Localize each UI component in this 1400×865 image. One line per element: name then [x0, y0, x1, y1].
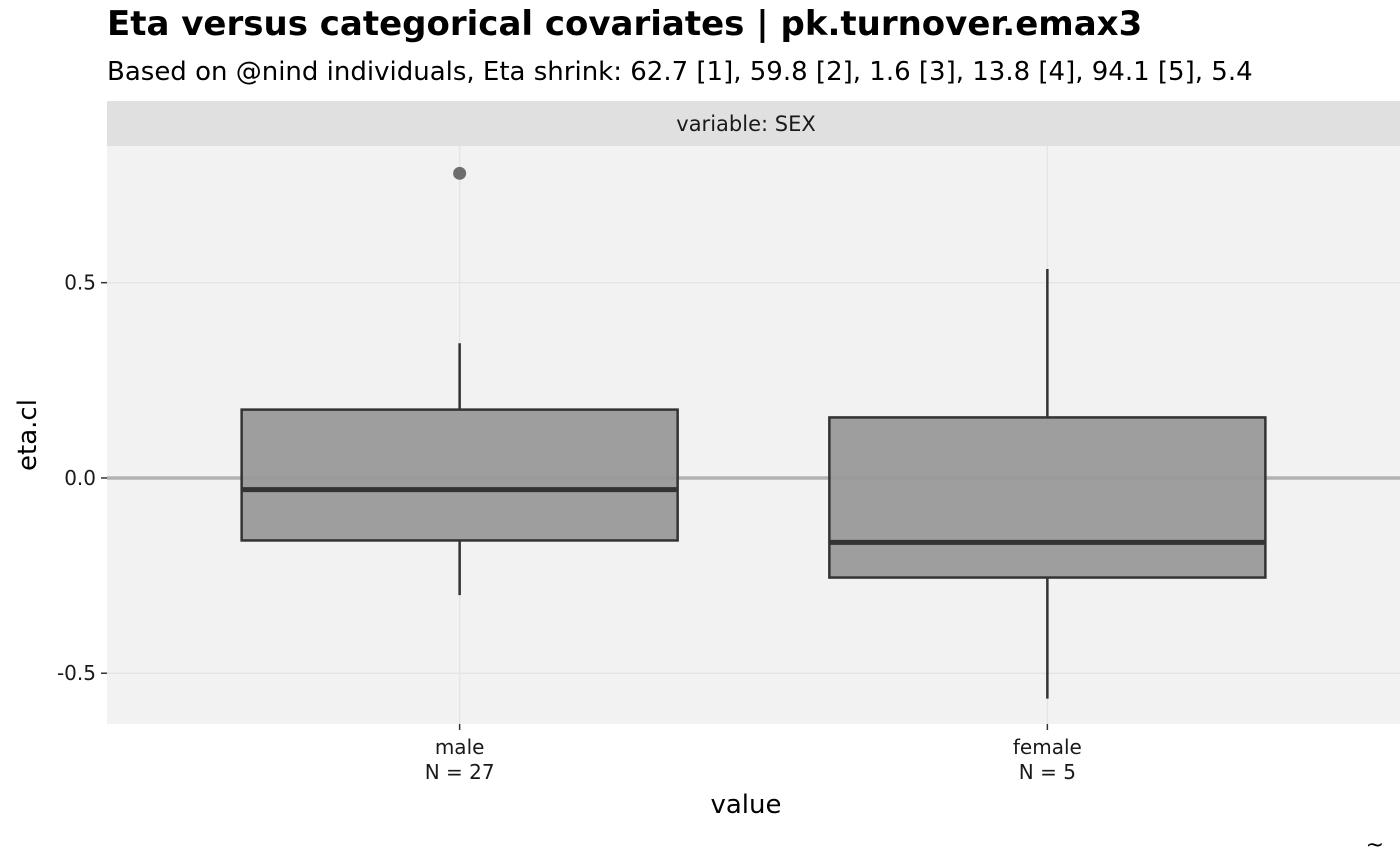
boxes-layer	[240, 166, 1267, 699]
facet-strip	[107, 101, 1400, 146]
chart-subtitle: Based on @nind individuals, Eta shrink: …	[107, 57, 1253, 87]
chart-title: Eta versus categorical covariates | pk.t…	[107, 4, 1142, 44]
y-tick-label: -0.5	[57, 661, 96, 685]
box-male	[240, 166, 679, 596]
facet-strip-label: variable: SEX	[676, 112, 815, 136]
y-tick-label: 0.0	[64, 466, 96, 490]
y-axis-title: eta.cl	[13, 399, 43, 471]
outlier-point	[453, 166, 467, 180]
box-iqr	[828, 416, 1267, 579]
y-tick-label: 0.5	[64, 271, 96, 295]
caption: ~	[1366, 833, 1384, 858]
x-axis-title: value	[710, 790, 781, 820]
box-iqr	[240, 408, 679, 542]
x-tick-label: male	[435, 735, 485, 759]
x-tick-count-label: N = 5	[1019, 760, 1076, 784]
x-tick-count-label: N = 27	[425, 760, 495, 784]
box-female	[828, 269, 1267, 699]
x-tick-label: female	[1013, 735, 1082, 759]
